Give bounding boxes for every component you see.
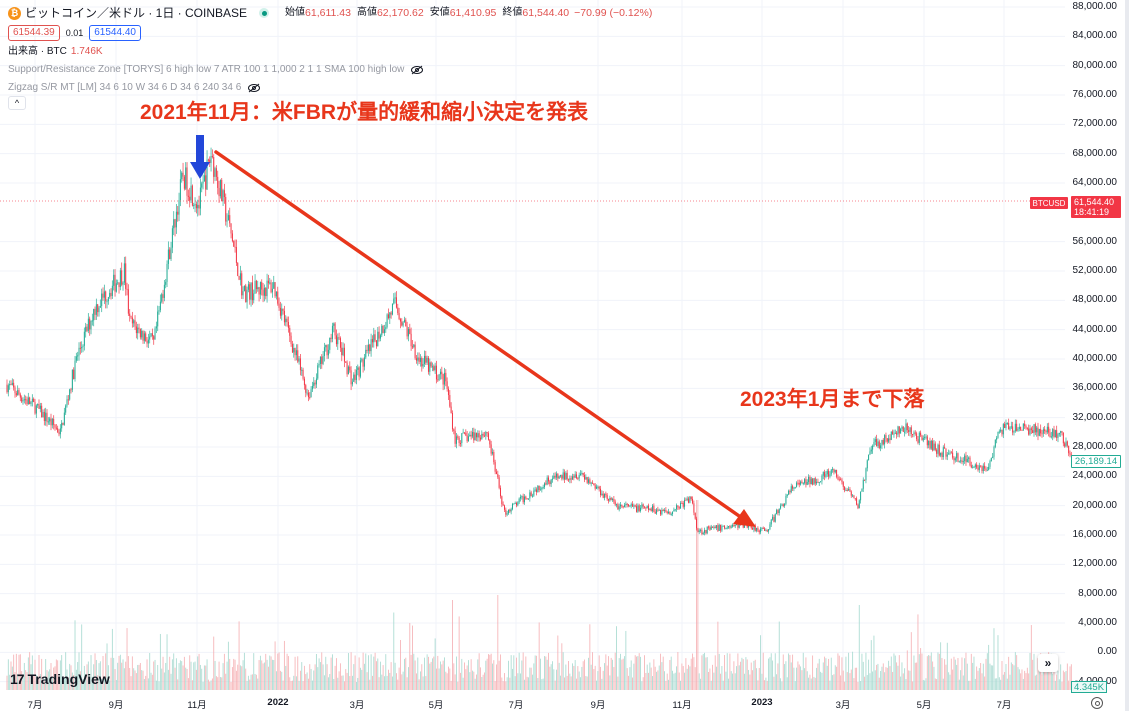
spread-value: 0.01 bbox=[65, 28, 84, 38]
last-price-value: 61,544.40 bbox=[1074, 197, 1115, 207]
indicator-label: Zigzag S/R MT [LM] 34 6 10 W 34 6 D 34 6… bbox=[8, 82, 242, 93]
indicator-sr-zone[interactable]: Support/Resistance Zone [TORYS] 6 high l… bbox=[8, 62, 652, 78]
volume-legend[interactable]: 出来高 · BTC 1.746K bbox=[8, 44, 652, 60]
time-tick-label: 9月 bbox=[108, 700, 124, 711]
indicator-zigzag[interactable]: Zigzag S/R MT [LM] 34 6 10 W 34 6 D 34 6… bbox=[8, 80, 652, 96]
symbol-row: ₿ ビットコイン／米ドル · 1日 · COINBASE 始値 61,611.43… bbox=[8, 5, 652, 21]
price-tick-label: 72,000.00 bbox=[1072, 118, 1118, 130]
volume-value: 1.746K bbox=[70, 46, 103, 57]
price-tick-label: 20,000.00 bbox=[1072, 499, 1118, 511]
high-value: 62,170.62 bbox=[376, 7, 424, 19]
time-tick-label: 5月 bbox=[428, 700, 444, 711]
price-tick-label: 4,000.00 bbox=[1078, 616, 1117, 628]
scroll-to-realtime-button[interactable]: » bbox=[1038, 654, 1058, 672]
bitcoin-icon: ₿ bbox=[8, 6, 21, 20]
bid-ask-row: 61544.39 0.01 61544.40 bbox=[8, 25, 652, 41]
price-tick-label: 28,000.00 bbox=[1072, 440, 1118, 452]
price-tick-label: 76,000.00 bbox=[1072, 88, 1118, 100]
time-tick-label: 7月 bbox=[996, 700, 1012, 711]
time-tick-label: 7月 bbox=[27, 700, 43, 711]
time-tick-label: 11月 bbox=[187, 700, 207, 711]
tradingview-logo[interactable]: 17 TradingView bbox=[10, 671, 110, 687]
price-tick-label: 84,000.00 bbox=[1072, 30, 1118, 42]
volume-label: 出来高 · BTC bbox=[8, 46, 67, 57]
time-tick-label: 9月 bbox=[590, 700, 606, 711]
price-tick-label: 24,000.00 bbox=[1072, 470, 1118, 482]
time-tick-label: 7月 bbox=[508, 700, 524, 711]
price-tick-label: 40,000.00 bbox=[1072, 352, 1118, 364]
annotation-decline-until-2023[interactable]: 2023年1月まで下落 bbox=[740, 388, 925, 411]
open-value: 61,611.43 bbox=[305, 7, 351, 19]
volume-tag: 4.345K bbox=[1071, 681, 1107, 693]
open-label: 始値 bbox=[285, 7, 306, 18]
downtrend-arrow-line bbox=[214, 150, 744, 520]
last-price-tag: 61,544.40 18:41:19 bbox=[1071, 196, 1121, 218]
high-label: 高値 bbox=[356, 7, 377, 18]
price-tick-label: 56,000.00 bbox=[1072, 235, 1118, 247]
downtrend-arrow-head bbox=[733, 509, 756, 527]
price-tick-label: 36,000.00 bbox=[1072, 382, 1118, 394]
price-tick-label: 44,000.00 bbox=[1072, 323, 1118, 335]
indicator-label: Support/Resistance Zone [TORYS] 6 high l… bbox=[8, 64, 405, 75]
eye-off-icon[interactable] bbox=[410, 65, 424, 75]
close-value: 61,544.40 bbox=[522, 7, 570, 19]
annotation-taper-announcement[interactable]: 2021年11月：米FBRが量的緩和縮小決定を発表 bbox=[140, 101, 589, 124]
chart-legend: ₿ ビットコイン／米ドル · 1日 · COINBASE 始値 61,611.43… bbox=[8, 5, 652, 96]
collapse-legend-button[interactable]: ^ bbox=[8, 96, 26, 110]
sell-button[interactable]: 61544.39 bbox=[8, 25, 60, 41]
low-value: 61,410.95 bbox=[449, 7, 497, 19]
time-tick-label: 11月 bbox=[672, 700, 692, 711]
window-edge bbox=[1125, 0, 1129, 711]
tradingview-mark-icon: 17 bbox=[10, 671, 25, 687]
buy-button[interactable]: 61544.40 bbox=[89, 25, 141, 41]
eye-off-icon[interactable] bbox=[247, 83, 261, 93]
change-value: −70.99 (−0.12%) bbox=[574, 7, 653, 19]
peak-arrow-head bbox=[190, 162, 210, 179]
low-label: 安値 bbox=[429, 7, 450, 18]
time-tick-label: 2023 bbox=[751, 697, 773, 708]
price-tick-label: 64,000.00 bbox=[1072, 176, 1118, 188]
price-tick-label: 8,000.00 bbox=[1078, 587, 1117, 599]
close-label: 終値 bbox=[502, 7, 523, 18]
candles bbox=[6, 147, 1072, 536]
price-tick-label: 32,000.00 bbox=[1072, 411, 1118, 423]
price-tick-label: 48,000.00 bbox=[1072, 294, 1118, 306]
price-tick-label: 0.00 bbox=[1097, 646, 1117, 658]
symbol-price-tag: BTCUSD bbox=[1030, 197, 1068, 209]
time-tick-label: 5月 bbox=[916, 700, 932, 711]
chart-settings-gear-icon[interactable] bbox=[1091, 697, 1103, 709]
market-status-icon[interactable] bbox=[259, 8, 270, 18]
price-tick-label: 12,000.00 bbox=[1072, 558, 1118, 570]
symbol-title[interactable]: ビットコイン／米ドル · 1日 · COINBASE bbox=[25, 6, 248, 20]
price-tick-label: 16,000.00 bbox=[1072, 528, 1118, 540]
volume-bars bbox=[6, 500, 1072, 690]
bar-countdown: 18:41:19 bbox=[1074, 207, 1110, 217]
price-tick-label: 80,000.00 bbox=[1072, 59, 1118, 71]
time-tick-label: 3月 bbox=[835, 700, 851, 711]
brand-name: TradingView bbox=[27, 671, 110, 687]
peak-arrow-shaft bbox=[196, 135, 204, 165]
price-tick-label: 68,000.00 bbox=[1072, 147, 1118, 159]
visible-close-tag: 26,189.14 bbox=[1071, 455, 1121, 468]
time-tick-label: 3月 bbox=[349, 700, 365, 711]
price-tick-label: 52,000.00 bbox=[1072, 264, 1118, 276]
time-tick-label: 2022 bbox=[267, 697, 289, 708]
price-tick-label: 88,000.00 bbox=[1072, 1, 1118, 12]
